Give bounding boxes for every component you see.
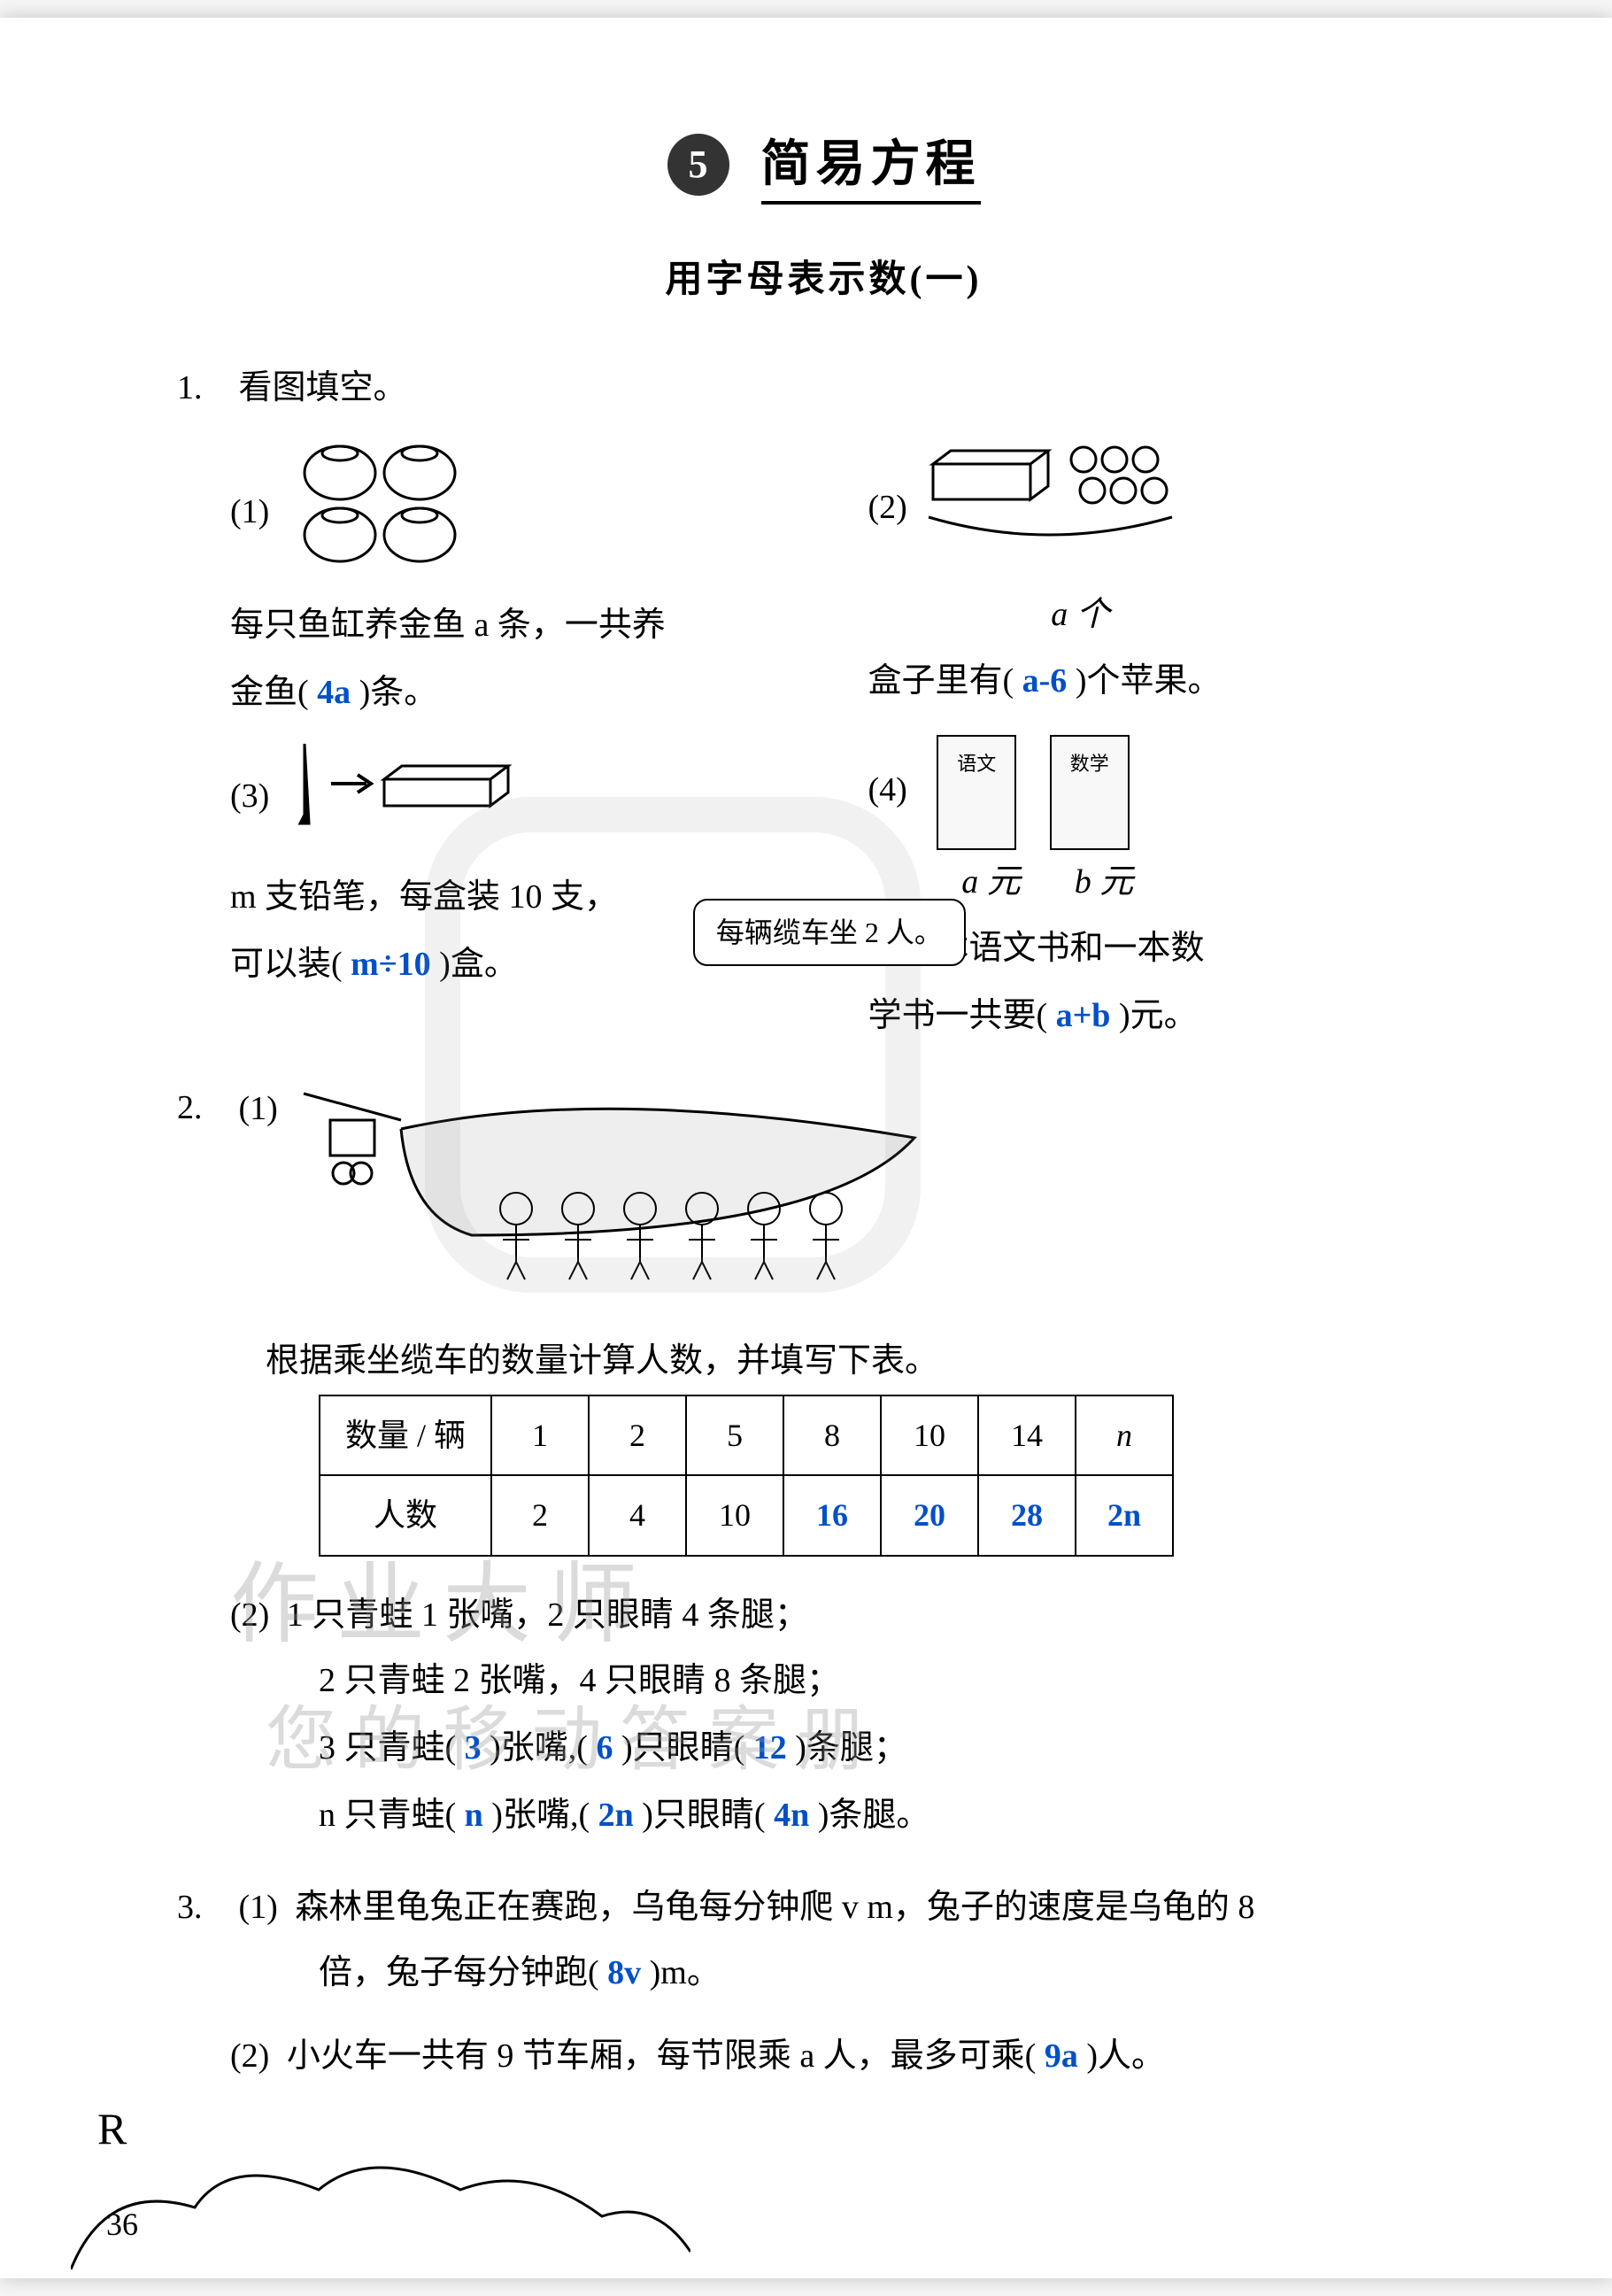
q2p2-l1: 1 只青蛙 1 张嘴，2 只眼睛 4 条腿；	[287, 1596, 808, 1634]
worksheet-page: 作业大师 您的移动答案册 5 简易方程 用字母表示数(一) 1. 看图填空。 (…	[0, 18, 1612, 2278]
q1p1-line2b: )条。	[359, 674, 438, 711]
table-col: 8	[783, 1395, 881, 1475]
footer-logo-r: R	[97, 2103, 127, 2154]
q1p2-lb: )个苹果。	[1076, 662, 1222, 700]
q2p2-l3c: )只眼睛(	[621, 1729, 744, 1766]
q2p2-a41: n	[465, 1797, 483, 1834]
cable-car-callout: 每辆缆车坐 2 人。	[693, 899, 966, 967]
chapter-number-badge: 5	[667, 134, 729, 196]
cable-car-table: 数量 / 辆 1 2 5 8 10 14 n 人数 2 4 10 16 20 2…	[319, 1395, 1174, 1557]
table-val: 4	[589, 1475, 686, 1555]
q3p2-num: (2)	[230, 2037, 269, 2075]
q1p3-line2a: 可以装(	[230, 946, 343, 983]
q2p2-l2: 2 只青蛙 2 张嘴，4 只眼睛 8 条腿；	[319, 1647, 1470, 1714]
table-col: n	[1076, 1395, 1173, 1475]
table-val: 28	[978, 1475, 1076, 1555]
pencil-box-icon	[287, 735, 517, 862]
table-col: 2	[589, 1395, 686, 1475]
q1p1-line1: 每只鱼缸养金鱼 a 条，一共养	[230, 607, 666, 644]
q2p2-l4c: )只眼睛(	[642, 1797, 765, 1834]
q3p1-num: (1)	[239, 1889, 278, 1926]
table-val: 2n	[1076, 1475, 1173, 1555]
q1-stem: 看图填空。	[239, 369, 407, 406]
footer-cloud-icon	[71, 2128, 690, 2269]
q3-number: 3.	[177, 1875, 230, 1939]
fishbowl-icon	[287, 437, 499, 591]
q1p3-answer: m÷10	[351, 946, 431, 983]
q2p1-num: (1)	[239, 1090, 278, 1127]
chapter-header: 5 简易方程	[177, 124, 1470, 205]
q3p2-lb: )人。	[1086, 2037, 1165, 2075]
q2p2-a33: 12	[753, 1729, 787, 1766]
q3p1-l2a: 倍，兔子每分钟跑(	[319, 1954, 599, 1991]
page-number: 36	[106, 2206, 138, 2243]
q2p2-l3b: )张嘴,(	[490, 1729, 588, 1766]
q1p4-num: (4)	[868, 771, 907, 808]
q2p1-instruction: 根据乘坐缆车的数量计算人数，并填写下表。	[266, 1327, 1470, 1395]
q1p2-brace-label: a 个	[939, 583, 1222, 646]
q1p1-num: (1)	[230, 493, 269, 530]
table-col: 10	[881, 1395, 978, 1475]
q1-part2: (2) a 个 盒子里有( a-6 )个苹果。	[868, 437, 1471, 726]
q2p2-a42: 2n	[598, 1797, 634, 1834]
table-data-row: 人数 2 4 10 16 20 28 2n	[320, 1475, 1173, 1555]
q1p4-line2a: 学书一共要(	[868, 997, 1048, 1034]
books-icon: 语文 数学	[924, 735, 1142, 850]
table-val: 16	[783, 1475, 881, 1555]
q1p3-line1: m 支铅笔，每盒装 10 支，	[230, 878, 618, 916]
book-math: 数学	[1050, 735, 1130, 850]
q2p2-l3a: 3 只青蛙(	[319, 1729, 456, 1766]
book-chinese: 语文	[937, 735, 1016, 850]
question-3: 3. (1) 森林里龟兔正在赛跑，乌龟每分钟爬 v m，兔子的速度是乌龟的 8 …	[177, 1875, 1470, 2088]
q2-number: 2.	[177, 1076, 230, 1140]
q1p4-price2: b 元	[1052, 850, 1156, 914]
section-subtitle: 用字母表示数(一)	[177, 249, 1470, 303]
table-row-label: 人数	[320, 1475, 491, 1555]
q1-number: 1.	[177, 356, 230, 420]
q3p2-answer: 9a	[1045, 2037, 1078, 2075]
q1p1-line2a: 金鱼(	[230, 674, 309, 711]
q2p2-num: (2)	[230, 1596, 269, 1634]
q1p3-num: (3)	[230, 777, 269, 815]
q3p1-l2b: )m。	[650, 1954, 721, 1991]
q1-part4: (4) 语文 数学 a 元 b 元 买一本语文书和一本数 学书一共要( a+b …	[868, 735, 1471, 1048]
q2p2-l4d: )条腿。	[818, 1797, 930, 1834]
question-2: 2. (1) 每辆缆车坐 2 人。	[177, 1076, 1470, 1849]
q2p2-a32: 6	[596, 1729, 613, 1766]
table-val: 10	[686, 1475, 783, 1555]
q3p2-la: 小火车一共有 9 节车厢，每节限乘 a 人，最多可乘(	[287, 2037, 1037, 2075]
q2p2-l4b: )张嘴,(	[491, 1797, 590, 1834]
q3p1-l1: 森林里龟兔正在赛跑，乌龟每分钟爬 v m，兔子的速度是乌龟的 8	[295, 1889, 1254, 1926]
q3p1-answer: 8v	[607, 1954, 641, 1991]
q1p2-la: 盒子里有(	[868, 662, 1014, 700]
chapter-title: 简易方程	[761, 124, 981, 205]
q1p1-answer: 4a	[317, 674, 351, 711]
table-header-row: 数量 / 辆 1 2 5 8 10 14 n	[320, 1395, 1173, 1475]
table-col: 1	[491, 1395, 589, 1475]
q2p2-a31: 3	[465, 1729, 482, 1766]
table-col: 5	[686, 1395, 783, 1475]
table-col: 14	[978, 1395, 1076, 1475]
q1p3-line2b: )盒。	[439, 946, 518, 983]
q1p2-answer: a-6	[1022, 662, 1068, 700]
q1-part3: (3) m 支铅笔，每盒装 10 支， 可以装( m÷10 )盒。	[230, 735, 833, 1048]
q1p4-line2b: )元。	[1119, 997, 1198, 1034]
table-header-label: 数量 / 辆	[320, 1395, 491, 1475]
table-val: 20	[881, 1475, 978, 1555]
q1p2-num: (2)	[868, 489, 907, 526]
q1p4-answer: a+b	[1056, 997, 1111, 1034]
q1-part1: (1) 每只鱼缸养金鱼 a 条，一共养 金鱼( 4a	[230, 437, 833, 726]
box-apples-icon	[924, 437, 1207, 583]
q2p2-l3d: )条腿；	[795, 1729, 907, 1766]
q2p2-l4a: n 只青蛙(	[319, 1797, 456, 1834]
cable-car-scene-icon	[295, 1076, 932, 1327]
table-val: 2	[491, 1475, 589, 1555]
q2p2-a43: 4n	[774, 1797, 809, 1834]
